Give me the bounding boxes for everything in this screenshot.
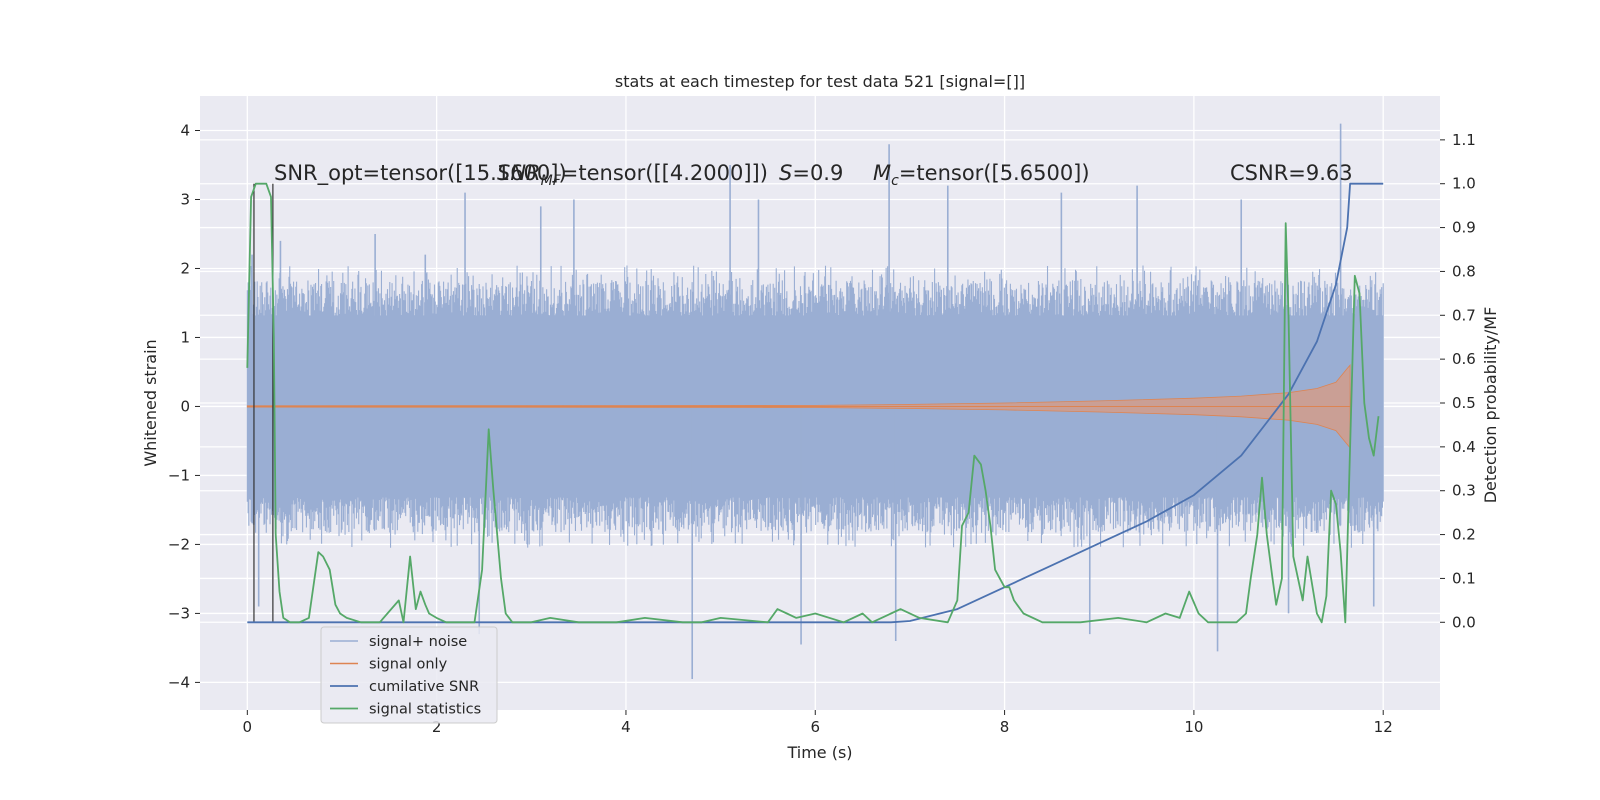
x-tick-label: 8 [1000,718,1010,736]
y-left-axis-ticks: −4 −3 −2 −1 0 1 2 3 4 [168,121,200,691]
y-left-tick-label: 1 [180,328,190,346]
legend-entry: signal+ noise [369,634,467,650]
annotation-4: CSNR=9.63 [1230,161,1353,185]
y-right-tick-label: 0.3 [1452,482,1476,500]
y-right-tick-label: 0.0 [1452,613,1476,631]
annotation-3: Mc=tensor([5.6500]) [873,161,1090,189]
cumilative-snr-line [247,182,1384,624]
legend: signal+ noise signal only cumilative SNR si… [320,626,498,724]
y-right-axis-label: Detection probability/MF [1481,307,1500,504]
legend-entry: signal only [369,657,448,673]
y-left-axis-label: Whitened strain [141,339,160,466]
y-right-tick-label: 0.5 [1452,394,1476,412]
series-signal-statistics [246,182,1380,624]
y-right-tick-label: 0.2 [1452,526,1476,544]
y-right-tick-label: 0.4 [1452,438,1476,456]
y-left-tick-label: 0 [180,397,190,415]
chart-title: stats at each timestep for test data 521… [615,72,1025,91]
legend-entry: cumilative SNR [369,679,479,695]
series-cumilative-snr [247,182,1384,624]
legend-box [320,626,498,724]
x-tick-label: 0 [243,718,253,736]
annotation-2: S=0.9 [779,161,843,185]
y-right-tick-label: 1.0 [1452,175,1476,193]
y-right-axis-ticks: 0.0 0.1 0.2 0.3 0.4 0.5 0.6 0.7 0.8 0.9 1.0 1.1 [1440,131,1476,631]
y-right-tick-label: 0.7 [1452,306,1476,324]
annotation-1: SNRMF=tensor([[4.2000]]) [497,161,768,189]
x-axis-label: Time (s) [786,743,852,762]
y-left-tick-label: 2 [180,259,190,277]
y-right-tick-label: 0.8 [1452,262,1476,280]
y-right-tick-label: 0.1 [1452,569,1476,587]
x-axis-ticks: 0 2 4 6 8 10 12 [243,710,1393,736]
x-tick-label: 6 [810,718,820,736]
x-tick-label: 2 [432,718,442,736]
y-right-tick-label: 0.9 [1452,219,1476,237]
y-left-tick-label: −3 [168,604,190,622]
annotation-0: SNR_opt=tensor([15.1600]) [274,161,567,186]
x-tick-label: 12 [1374,718,1393,736]
y-left-tick-label: 3 [180,190,190,208]
y-left-tick-label: −2 [168,535,190,553]
legend-entry: signal statistics [369,702,481,718]
y-right-tick-label: 0.6 [1452,350,1476,368]
x-tick-label: 10 [1184,718,1203,736]
annotations: SNR_opt=tensor([15.1600])SNRMF=tensor([[… [274,161,1353,189]
y-left-tick-label: −1 [168,466,190,484]
signal-statistics-line [246,182,1380,624]
x-tick-label: 4 [621,718,631,736]
y-left-tick-label: −4 [168,673,190,691]
y-left-tick-label: 4 [180,121,190,139]
y-right-tick-label: 1.1 [1452,131,1476,149]
